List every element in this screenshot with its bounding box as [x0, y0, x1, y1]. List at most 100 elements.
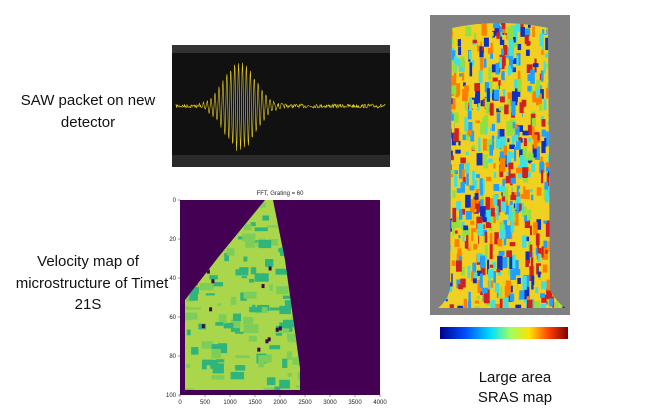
speckle: [528, 137, 531, 143]
grain: [218, 314, 227, 324]
speckle: [485, 208, 491, 223]
grain: [243, 291, 257, 299]
speckle: [503, 297, 509, 308]
speckle: [487, 158, 493, 163]
speckle: [452, 128, 459, 142]
speckle: [501, 136, 507, 147]
speckle: [541, 129, 546, 137]
grain: [290, 320, 295, 326]
speckle: [531, 163, 536, 173]
speckle: [509, 255, 514, 270]
speckle: [524, 189, 530, 200]
grain: [230, 296, 237, 305]
grain: [250, 267, 257, 275]
speckle: [489, 127, 493, 132]
speckle: [471, 271, 476, 282]
speckle: [497, 271, 502, 276]
speckle: [491, 64, 498, 73]
speckle: [508, 39, 514, 54]
speckle: [458, 46, 462, 56]
speckle: [507, 65, 511, 76]
grain: [243, 224, 252, 231]
speckle: [540, 70, 544, 82]
speckle: [517, 101, 522, 115]
grain: [201, 341, 213, 349]
speckle: [487, 259, 490, 275]
speckle: [476, 200, 482, 213]
speckle: [531, 127, 535, 140]
speckle: [484, 278, 488, 283]
speckle: [544, 137, 547, 147]
grain: [254, 273, 269, 282]
speckle: [541, 46, 545, 51]
grain: [279, 379, 290, 389]
speckle: [507, 26, 513, 41]
grain: [211, 344, 219, 351]
grain: [279, 322, 293, 332]
speckle: [543, 98, 547, 111]
speckle: [498, 80, 501, 89]
speckle: [524, 215, 529, 222]
speckle: [502, 88, 506, 102]
grain: [211, 348, 221, 359]
speckle: [498, 106, 504, 111]
speckle: [463, 225, 469, 231]
speckle: [509, 293, 515, 302]
speckle: [450, 85, 457, 95]
grain: [209, 307, 213, 312]
speckle: [494, 25, 499, 35]
speckle: [466, 234, 469, 249]
grain: [269, 284, 273, 291]
speckle: [449, 304, 454, 308]
speckle: [462, 234, 465, 242]
grain: [185, 363, 191, 368]
caption: SRAS map: [478, 389, 552, 406]
speckle: [469, 185, 475, 191]
speckle: [530, 194, 534, 201]
speckle: [511, 192, 515, 196]
grain: [279, 305, 291, 315]
speckle: [546, 137, 549, 147]
speckle: [472, 39, 477, 44]
speckle: [493, 183, 500, 191]
speckle: [524, 286, 530, 300]
speckle: [456, 200, 462, 211]
y-tick-label: 20: [169, 237, 176, 243]
speckle: [527, 153, 534, 161]
speckle: [497, 129, 500, 139]
speckle: [458, 234, 461, 239]
speckle: [496, 108, 501, 113]
speckle: [541, 281, 547, 290]
speckle: [522, 275, 527, 290]
speckle: [480, 255, 486, 269]
speckle: [540, 303, 546, 308]
grain: [267, 225, 281, 228]
grain: [285, 300, 296, 308]
speckle: [522, 130, 529, 136]
x-tick-label: 3000: [323, 400, 337, 406]
speckle: [504, 205, 510, 215]
speckle: [523, 138, 527, 147]
speckle: [477, 280, 481, 294]
speckle: [509, 119, 515, 134]
speckle: [490, 51, 494, 59]
speckle: [505, 176, 511, 184]
speckle: [509, 242, 516, 247]
speckle: [460, 157, 466, 164]
speckle: [527, 171, 531, 178]
speckle: [541, 141, 546, 154]
grain: [292, 357, 300, 365]
speckle: [502, 44, 508, 56]
speckle: [462, 226, 465, 238]
speckle: [472, 278, 477, 284]
grain: [224, 253, 229, 262]
speckle: [545, 37, 551, 51]
speckle: [480, 206, 486, 217]
grain: [216, 363, 224, 374]
grain: [215, 322, 224, 326]
speckle: [493, 307, 497, 308]
speckle: [450, 150, 453, 160]
speckle: [498, 128, 505, 139]
speckle: [465, 194, 471, 208]
speckle: [483, 154, 489, 169]
